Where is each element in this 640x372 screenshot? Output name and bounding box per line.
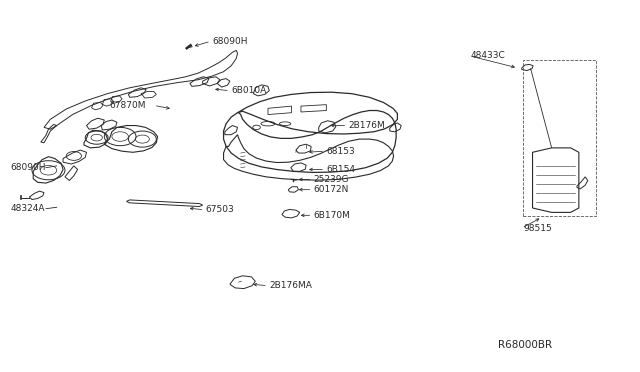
Text: R68000BR: R68000BR	[498, 340, 552, 350]
Text: 6B154: 6B154	[326, 165, 355, 174]
Text: 98515: 98515	[523, 224, 552, 232]
Text: 67503: 67503	[206, 205, 234, 214]
Text: 25239G: 25239G	[314, 175, 349, 184]
Text: 6B170M: 6B170M	[314, 211, 351, 220]
Text: 2B176M: 2B176M	[349, 121, 385, 130]
Text: 68153: 68153	[326, 147, 355, 156]
Text: 2B176MA: 2B176MA	[269, 281, 312, 290]
Text: 60172N: 60172N	[314, 185, 349, 194]
Text: 67870M: 67870M	[109, 101, 146, 110]
Text: 68090H: 68090H	[10, 163, 46, 172]
Text: 48433C: 48433C	[471, 51, 506, 60]
Text: 68090H: 68090H	[212, 37, 248, 46]
Text: 6B010A: 6B010A	[231, 86, 266, 95]
Text: 48324A: 48324A	[10, 204, 45, 213]
